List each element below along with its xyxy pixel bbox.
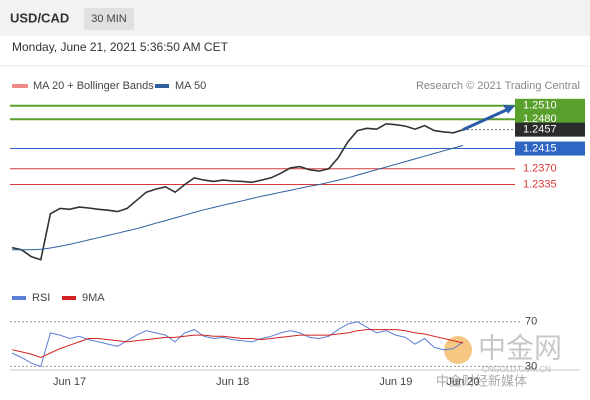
interval-box bbox=[84, 8, 134, 30]
x-tick-label: Jun 19 bbox=[379, 376, 412, 388]
watermark-site: CNGOLD.COM.CN bbox=[482, 365, 551, 374]
datetime: Monday, June 21, 2021 5:36:50 AM CET bbox=[12, 40, 229, 54]
y-tick-label: 70 bbox=[525, 316, 537, 328]
series-line bbox=[11, 329, 464, 359]
legend-swatch bbox=[12, 296, 26, 300]
forecast-arrowhead bbox=[503, 104, 515, 114]
x-tick-label: Jun 18 bbox=[216, 376, 249, 388]
x-tick-label: Jun 20 bbox=[446, 376, 479, 388]
level-label: 1.2457 bbox=[523, 124, 557, 136]
interval: 30 MIN bbox=[91, 13, 127, 25]
x-tick-label: Jun 17 bbox=[53, 376, 86, 388]
legend-swatch bbox=[155, 84, 169, 88]
legend-label: 9MA bbox=[82, 292, 105, 304]
level-label: 1.2335 bbox=[523, 178, 557, 190]
forecast-arrow bbox=[462, 107, 510, 132]
level-label: 1.2370 bbox=[523, 163, 557, 175]
level-label-box bbox=[515, 98, 585, 113]
legend-label: MA 20 + Bollinger Bands bbox=[33, 80, 154, 92]
y-tick-label: 30 bbox=[525, 360, 537, 372]
level-label: 1.2480 bbox=[523, 113, 557, 125]
legend-label: MA 50 bbox=[175, 80, 206, 92]
legend-swatch bbox=[62, 296, 76, 300]
watermark-tagline: 中金财经新媒体 bbox=[436, 373, 527, 388]
level-label: 1.2510 bbox=[523, 100, 557, 112]
legend-label: RSI bbox=[32, 292, 50, 304]
series-line bbox=[11, 321, 464, 368]
level-label: 1.2415 bbox=[523, 142, 557, 154]
watermark-logo bbox=[444, 336, 472, 364]
credit: Research © 2021 Trading Central bbox=[416, 80, 580, 92]
level-label-box bbox=[515, 122, 585, 137]
series-line bbox=[12, 144, 464, 251]
symbol: USD/CAD bbox=[10, 10, 69, 25]
watermark-brand: 中金网 bbox=[478, 332, 562, 363]
level-label-box bbox=[515, 141, 585, 156]
series-line bbox=[11, 122, 464, 261]
legend-swatch bbox=[12, 84, 28, 88]
